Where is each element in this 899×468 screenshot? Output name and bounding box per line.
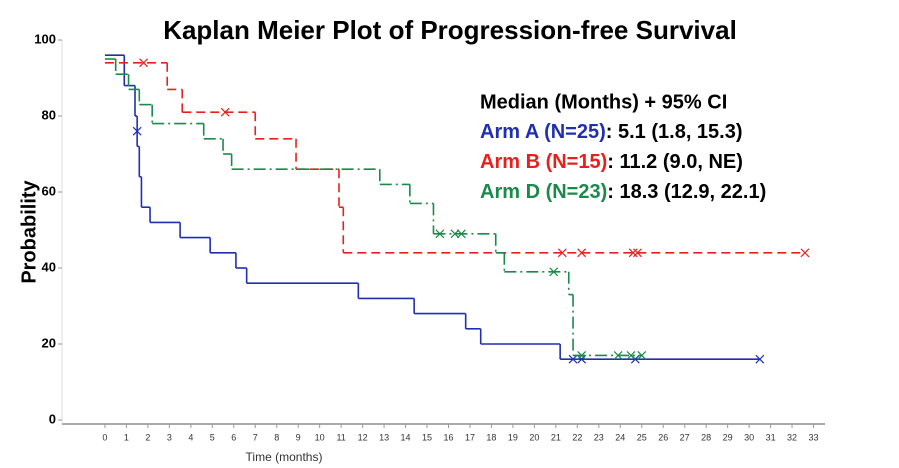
- legend-entry: Arm A (N=25): 5.1 (1.8, 15.3): [480, 121, 743, 143]
- censor-mark: [577, 354, 587, 364]
- x-tick-label: 13: [379, 432, 389, 442]
- x-tick-label: 29: [723, 432, 733, 442]
- legend-median: : 18.3 (12.9, 22.1): [607, 181, 766, 203]
- survival-curve: [104, 58, 810, 258]
- x-tick-label: 10: [315, 432, 325, 442]
- censor-mark: [435, 229, 445, 239]
- censor-mark: [220, 107, 230, 117]
- x-tick-label: 8: [274, 432, 279, 442]
- censor-mark: [626, 350, 636, 360]
- legend-entry: Arm B (N=15): 11.2 (9.0, NE): [480, 151, 743, 173]
- x-tick-label: 5: [210, 432, 215, 442]
- x-tick-label: 11: [336, 432, 345, 442]
- censor-mark: [568, 354, 578, 364]
- x-tick-label: 14: [401, 432, 411, 442]
- legend-median: : 11.2 (9.0, NE): [607, 151, 743, 173]
- x-tick-label: 22: [572, 432, 582, 442]
- legend-name: Arm A (N=25): [480, 121, 606, 143]
- x-tick-label: 6: [231, 432, 236, 442]
- y-tick-label: 80: [42, 107, 56, 122]
- x-tick-label: 4: [188, 432, 193, 442]
- y-tick-label: 100: [34, 31, 56, 46]
- y-tick-label: 40: [42, 259, 56, 274]
- censor-mark: [557, 248, 567, 258]
- x-tick-label: 17: [465, 432, 475, 442]
- x-tick-label: 9: [296, 432, 301, 442]
- x-tick-label: 28: [701, 432, 711, 442]
- censor-mark: [139, 58, 149, 68]
- x-tick-label: 33: [809, 432, 819, 442]
- legend-title: Median (Months) + 95% CI: [480, 91, 727, 113]
- x-tick-label: 19: [508, 432, 518, 442]
- censor-mark: [132, 126, 142, 136]
- survival-curve: [104, 58, 647, 360]
- x-tick-label: 2: [145, 432, 150, 442]
- censor-mark: [456, 229, 466, 239]
- censor-mark: [637, 350, 647, 360]
- y-tick-label: 20: [42, 335, 56, 350]
- x-tick-label: 18: [486, 432, 496, 442]
- x-tick-label: 30: [744, 432, 754, 442]
- x-tick-label: 3: [167, 432, 172, 442]
- legend-entry: Arm D (N=23): 18.3 (12.9, 22.1): [480, 181, 766, 203]
- x-tick-label: 31: [766, 432, 776, 442]
- x-tick-label: 0: [102, 432, 107, 442]
- legend-median: : 5.1 (1.8, 15.3): [606, 121, 743, 143]
- x-tick-label: 24: [615, 432, 625, 442]
- censor-mark: [800, 248, 810, 258]
- censor-mark: [549, 267, 559, 277]
- x-tick-label: 1: [124, 432, 129, 442]
- legend-name: Arm D (N=23): [480, 181, 607, 203]
- legend-name: Arm B (N=15): [480, 151, 607, 173]
- x-tick-label: 12: [358, 432, 368, 442]
- y-tick-label: 60: [42, 183, 56, 198]
- survival-curve: [104, 54, 765, 364]
- censor-mark: [755, 354, 765, 364]
- x-tick-label: 26: [658, 432, 668, 442]
- y-axis-label: Probability: [18, 179, 40, 283]
- censor-mark: [577, 350, 587, 360]
- x-axis-label: Time (months): [246, 450, 323, 464]
- censor-mark: [613, 350, 623, 360]
- censor-mark: [450, 229, 460, 239]
- x-tick-label: 7: [253, 432, 258, 442]
- x-tick-label: 23: [594, 432, 604, 442]
- censor-mark: [577, 248, 587, 258]
- x-tick-label: 16: [443, 432, 453, 442]
- x-tick-label: 20: [529, 432, 539, 442]
- x-tick-label: 32: [787, 432, 797, 442]
- x-tick-label: 15: [422, 432, 432, 442]
- y-tick-label: 0: [49, 411, 56, 426]
- censor-mark: [628, 248, 638, 258]
- x-tick-label: 21: [551, 432, 561, 442]
- x-tick-label: 27: [680, 432, 690, 442]
- censor-mark: [633, 248, 642, 258]
- x-tick-label: 25: [637, 432, 647, 442]
- chart-title: Kaplan Meier Plot of Progression-free Su…: [163, 15, 737, 45]
